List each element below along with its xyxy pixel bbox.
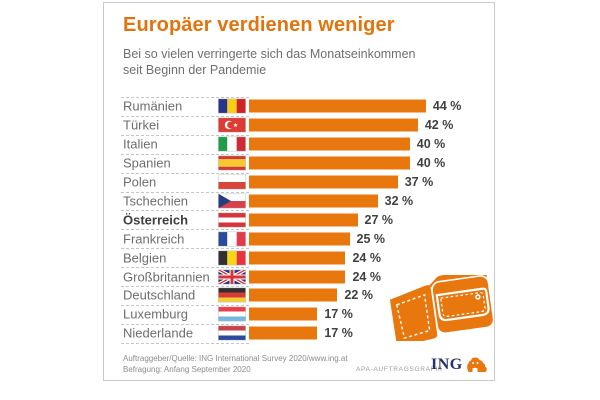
chart-row: Italien 40 % — [104, 135, 496, 154]
ing-logo: ING — [431, 356, 488, 374]
value-label: 24 % — [352, 269, 381, 284]
chart-row: Türkei 42 % — [104, 116, 496, 135]
flag-belgium-icon — [218, 250, 246, 266]
chart-row: Belgien 24 % — [104, 248, 496, 267]
row-separator — [121, 304, 249, 306]
flag-netherlands-icon — [218, 325, 246, 341]
flag-czechia-icon — [218, 193, 246, 209]
row-separator — [121, 134, 249, 136]
chart-rows: Rumänien 44 % Türkei 42 % Italien 40 % Spanien… — [104, 97, 496, 345]
chart-row: Frankreich 25 % — [104, 229, 496, 248]
value-label: 24 % — [352, 250, 381, 265]
country-label: Rumänien — [123, 98, 183, 114]
chart-row: Polen 37 % — [104, 173, 496, 192]
row-separator — [121, 172, 249, 174]
chart-row: Großbritannien 24 % — [104, 267, 496, 286]
value-bar — [249, 270, 346, 284]
chart-title: Europäer verdienen weniger — [123, 14, 395, 36]
country-label: Türkei — [123, 117, 160, 133]
ing-lion-icon — [466, 357, 487, 372]
flag-uk-icon — [218, 269, 246, 285]
chart-row: Luxemburg 17 % — [104, 305, 496, 324]
value-label: 40 % — [416, 137, 446, 152]
row-separator — [121, 323, 249, 325]
value-label: 42 % — [424, 118, 454, 133]
value-label: 44 % — [432, 99, 462, 114]
apa-credit-label: APA-AUFTRAGSGRAFIK — [356, 366, 443, 373]
flag-poland-icon — [218, 174, 246, 190]
value-label: 37 % — [404, 175, 434, 190]
country-label: Spanien — [123, 155, 171, 171]
country-label: Tschechien — [123, 193, 189, 209]
chart-row: Deutschland 22 % — [104, 286, 496, 305]
value-bar — [249, 251, 346, 265]
flag-germany-icon — [218, 287, 246, 303]
flag-austria-icon — [218, 212, 246, 228]
value-bar — [249, 326, 318, 340]
value-label: 25 % — [356, 231, 386, 246]
flag-france-icon — [218, 231, 246, 247]
country-label: Großbritannien — [123, 269, 210, 285]
value-bar — [249, 156, 410, 170]
flag-romania-icon — [218, 98, 246, 114]
ing-wordmark: ING — [431, 356, 463, 373]
value-label: 22 % — [344, 288, 373, 303]
chart-row: Niederlande 17 % — [104, 324, 496, 343]
row-separator — [121, 286, 249, 287]
country-label: Österreich — [123, 212, 189, 228]
source-note: Auftraggeber/Quelle: ING International S… — [123, 354, 348, 375]
row-separator — [121, 342, 249, 344]
row-separator — [121, 97, 249, 98]
country-label: Deutschland — [123, 287, 196, 303]
value-bar — [249, 307, 318, 321]
value-label: 27 % — [364, 212, 394, 227]
row-separator — [121, 248, 249, 250]
value-bar — [249, 213, 358, 227]
chart-row: Spanien 40 % — [104, 154, 496, 173]
source-line1: Auftraggeber/Quelle: ING International S… — [123, 354, 348, 363]
value-bar — [249, 288, 338, 302]
chart-row: Rumänien 44 % — [104, 97, 496, 116]
row-separator — [121, 153, 249, 155]
chart-subtitle-line2: seit Beginn der Pandemie — [123, 63, 267, 77]
country-label: Belgien — [123, 250, 167, 266]
value-label: 17 % — [324, 326, 353, 341]
value-bar — [249, 137, 410, 151]
value-label: 32 % — [384, 193, 414, 208]
chart-row: Österreich 27 % — [104, 210, 496, 229]
value-bar — [249, 175, 398, 189]
flag-spain-icon — [218, 155, 246, 171]
country-label: Niederlande — [123, 325, 194, 341]
row-separator — [121, 210, 249, 212]
row-separator — [121, 191, 249, 193]
value-label: 40 % — [416, 156, 446, 171]
country-label: Frankreich — [123, 231, 185, 247]
value-bar — [249, 232, 350, 246]
value-bar — [249, 99, 426, 113]
chart-row: Tschechien 32 % — [104, 192, 496, 211]
flag-italy-icon — [218, 136, 246, 152]
infographic-card: Europäer verdienen weniger Bei so vielen… — [103, 2, 495, 381]
country-label: Luxemburg — [123, 306, 189, 322]
row-separator — [121, 229, 249, 231]
country-label: Italien — [123, 136, 158, 152]
wallet-icon — [384, 269, 495, 347]
chart-subtitle: Bei so vielen verringerte sich das Monat… — [123, 46, 463, 78]
flag-turkey-icon — [218, 117, 246, 133]
value-label: 17 % — [324, 307, 353, 322]
source-line2: Befragung: Anfang September 2020 — [123, 364, 251, 374]
row-separator — [121, 115, 249, 117]
flag-luxembourg-icon — [218, 306, 246, 322]
value-bar — [249, 118, 418, 132]
chart-subtitle-line1: Bei so vielen verringerte sich das Monat… — [123, 47, 416, 61]
value-bar — [249, 194, 378, 208]
row-separator — [121, 267, 249, 269]
country-label: Polen — [123, 174, 157, 190]
